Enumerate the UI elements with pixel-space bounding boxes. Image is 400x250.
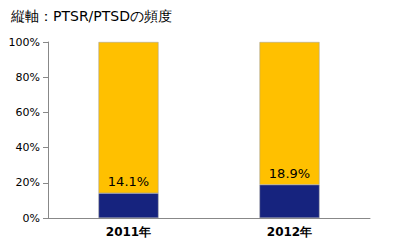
svg-text:2011年: 2011年 — [106, 225, 151, 239]
svg-text:100%: 100% — [9, 36, 40, 49]
svg-text:18.9%: 18.9% — [269, 166, 310, 181]
svg-text:14.1%: 14.1% — [108, 174, 149, 189]
svg-text:縦軸：PTSR/PTSDの頻度: 縦軸：PTSR/PTSDの頻度 — [10, 8, 172, 24]
svg-text:60%: 60% — [16, 106, 40, 119]
svg-text:40%: 40% — [16, 141, 40, 154]
svg-text:80%: 80% — [16, 71, 40, 84]
svg-text:20%: 20% — [16, 176, 40, 189]
svg-text:2012年: 2012年 — [267, 225, 312, 239]
svg-text:0%: 0% — [23, 212, 40, 225]
